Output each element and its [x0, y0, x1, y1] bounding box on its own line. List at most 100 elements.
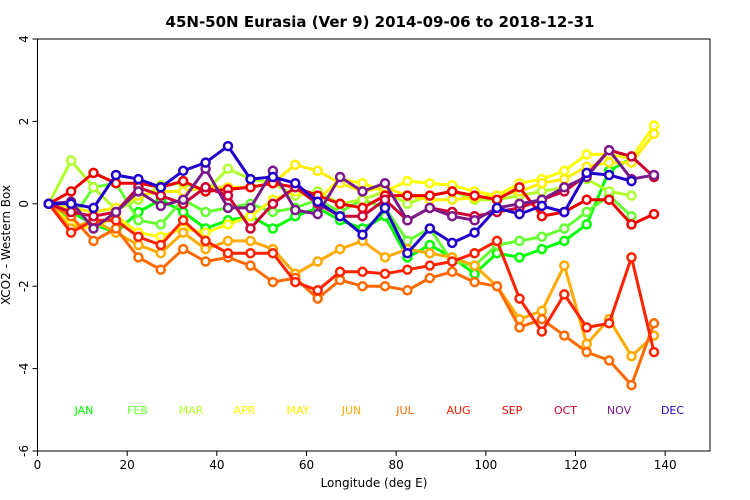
data-point: [402, 175, 413, 187]
y-tick-label: 2: [17, 118, 31, 126]
data-point: [133, 215, 144, 226]
y-tick-label: -2: [17, 280, 31, 292]
data-point: [65, 206, 77, 218]
x-axis: 0 20 40 60 80 100 120 140: [34, 451, 677, 472]
legend-item-oct: OCT: [554, 404, 577, 417]
y-tick-label: -4: [17, 363, 31, 375]
data-point: [177, 215, 189, 226]
data-point: [559, 235, 570, 247]
data-point: [357, 229, 368, 240]
data-point: [267, 206, 279, 218]
data-point: [603, 186, 615, 197]
data-point: [469, 268, 480, 280]
data-point: [379, 177, 391, 189]
data-point: [469, 215, 480, 226]
data-point: [245, 223, 256, 234]
data-point: [155, 264, 167, 275]
data-point: [514, 198, 525, 210]
data-point: [155, 239, 167, 251]
legend-item-may: MAY: [287, 404, 310, 417]
data-point: [133, 186, 144, 197]
data-point: [648, 128, 660, 140]
data-point: [110, 206, 122, 218]
data-point: [491, 202, 503, 214]
data-point: [43, 198, 54, 210]
data-point: [379, 252, 391, 263]
data-point: [110, 169, 122, 181]
data-point: [290, 159, 301, 170]
data-point: [581, 346, 592, 358]
data-point: [603, 194, 615, 205]
data-point: [469, 227, 480, 238]
data-point: [581, 206, 592, 218]
data-point: [536, 243, 548, 255]
legend-item-jan: JAN: [74, 404, 94, 417]
data-point: [603, 355, 615, 366]
series-line: [48, 148, 656, 230]
data-point: [65, 186, 77, 197]
x-tick-label: 0: [34, 458, 42, 472]
data-point: [581, 167, 592, 179]
data-point: [222, 219, 234, 230]
x-tick-label: 60: [299, 458, 314, 472]
data-point: [155, 190, 167, 201]
data-point: [581, 149, 592, 160]
data-point: [65, 198, 77, 210]
data-point: [65, 227, 77, 238]
legend-item-mar: MAR: [179, 404, 204, 417]
data-point: [446, 266, 458, 278]
data-point: [626, 252, 637, 263]
data-point: [88, 182, 99, 193]
data-point: [155, 200, 167, 212]
data-point: [648, 318, 660, 329]
data-point: [245, 202, 256, 214]
data-point: [648, 169, 660, 181]
series-layer: [43, 120, 660, 391]
data-point: [267, 171, 279, 183]
data-point: [245, 173, 256, 185]
data-point: [424, 202, 436, 214]
data-point: [290, 204, 301, 216]
legend-item-nov: NOV: [607, 404, 632, 417]
data-point: [222, 202, 234, 214]
data-point: [626, 350, 637, 362]
data-point: [133, 173, 144, 185]
data-point: [357, 266, 368, 278]
data-point: [312, 256, 323, 267]
data-point: [603, 169, 615, 181]
data-point: [200, 243, 211, 255]
data-point: [290, 276, 301, 288]
data-point: [245, 260, 256, 271]
data-point: [357, 210, 368, 222]
legend-item-feb: FEB: [127, 404, 148, 417]
data-point: [514, 208, 525, 220]
data-point: [334, 198, 346, 210]
data-point: [424, 190, 436, 201]
data-point: [514, 322, 525, 333]
data-point: [334, 266, 346, 278]
series-line: [47, 202, 656, 358]
data-point: [536, 231, 548, 243]
data-point: [491, 280, 503, 292]
data-point: [536, 177, 548, 189]
data-point: [491, 194, 503, 205]
data-point: [536, 186, 548, 197]
data-point: [334, 210, 346, 222]
x-tick-label: 80: [389, 458, 404, 472]
legend: JAN FEB MAR APR MAY JUN JUL AUG SEP OCT NOV DEC: [74, 404, 685, 417]
data-point: [155, 219, 167, 230]
data-point: [177, 194, 189, 205]
data-point: [603, 318, 615, 329]
y-axis-label: XCO2 - Western Box: [0, 185, 13, 305]
series-jul: [43, 198, 660, 391]
data-point: [446, 237, 458, 249]
data-point: [626, 379, 637, 391]
data-point: [379, 194, 391, 205]
plot-frame: [37, 38, 711, 452]
data-point: [267, 223, 279, 234]
data-point: [267, 198, 279, 210]
data-point: [290, 177, 301, 189]
data-point: [222, 190, 234, 201]
data-point: [200, 157, 211, 168]
data-point: [267, 276, 279, 288]
